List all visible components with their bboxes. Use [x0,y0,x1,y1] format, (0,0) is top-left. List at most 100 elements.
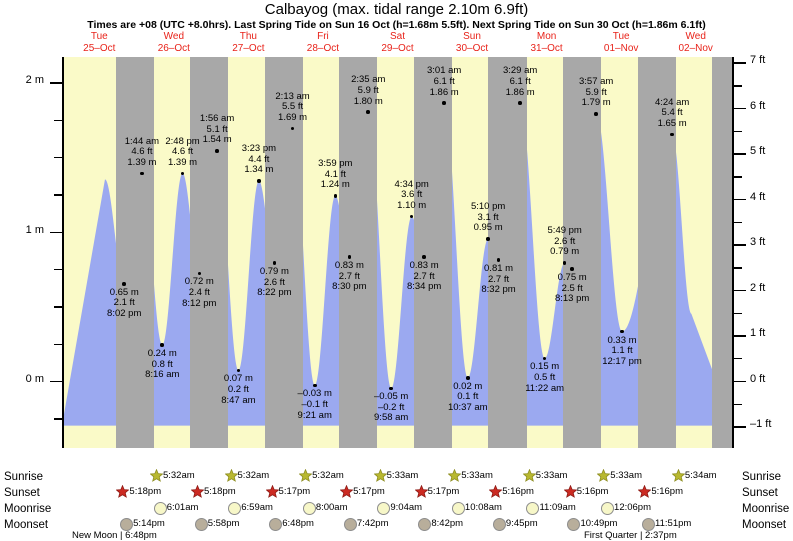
tide-high-annotation: 2:13 am 5.5 ft 1.69 m [247,91,339,124]
sunset-time: 5:16pm [651,486,683,497]
day-date: 25–Oct [83,42,116,54]
tide-high-annotation: 3:57 am 5.9 ft 1.79 m [550,75,642,109]
tide-high-annotation: 1:44 am 4.6 ft 1.39 m [96,136,188,169]
page-title: Calbayog (max. tidal range 2.10m 6.9ft) [264,1,529,18]
sunrise-time: 5:33am [610,470,642,481]
tide-annotation-line: 0.1 ft [457,391,479,403]
sunrise-time: 5:32am [162,470,195,481]
tide-annotation-line: 0.83 m [409,259,439,271]
tide-annotation-line: 4.1 ft [324,168,346,180]
moonset-icon [567,518,581,531]
tide-high-annotation: 4:34 pm 3.6 ft 1.10 m [366,179,458,212]
tide-annotation-line: 1.39 m [127,156,157,168]
tide-annotation-line: 2.7 ft [338,270,360,282]
moonrise-row-label: Moonrise [4,503,52,515]
moonset-time: 5:58pm [207,518,240,529]
moonset-row-label-right: Moonset [742,519,787,531]
y-tick-right [733,153,746,155]
tide-annotation-line: 8:13 pm [554,293,590,305]
tide-annotation-line: 2.1 ft [113,297,135,309]
night-band-3 [264,57,303,448]
tide-annotation-line: 1.69 m [278,112,308,124]
tide-annotation-line: 5.1 ft [206,123,228,135]
tide-annotation-line: 2.6 ft [554,235,576,247]
y-tick-right [733,403,742,405]
y-tick-right [733,62,746,64]
tide-annotation-line: 0.65 m [109,286,139,298]
y-tick-left [54,268,62,271]
y-tick-right [733,426,746,428]
tide-extreme-marker [272,261,277,265]
y-label-left: 2 m [25,74,44,87]
moonrise-time: 10:08am [464,502,502,513]
tide-annotation-line: –0.03 m [297,388,332,400]
tide-extreme-marker [422,255,426,259]
tide-extreme-marker [347,255,352,259]
moonrise-time: 6:59am [241,502,273,513]
tide-extreme-marker [366,110,371,114]
tide-annotation-line: 0.81 m [484,262,514,274]
tide-annotation-line: 6.1 ft [433,76,455,88]
tide-low-annotation: 0.75 m 2.5 ft 8:13 pm [526,272,618,305]
day-date: 02–Nov [678,42,713,54]
tide-annotation-line: 0.79 m [550,246,580,258]
tide-annotation-line: –0.2 ft [377,401,405,413]
night-band-2 [190,57,229,448]
tide-extreme-marker [333,193,338,198]
tide-low-annotation: –0.03 m –0.1 ft 9:21 am [269,389,361,421]
tide-annotation-line: 0.24 m [147,348,177,360]
sunrise-icon [299,469,313,482]
y-tick-left [54,156,62,159]
tide-annotation-line: 2.4 ft [188,286,210,298]
moonrise-time: 8:00am [315,502,348,513]
tide-extreme-marker [312,383,317,388]
y-tick-left [54,306,62,308]
night-band-7 [563,57,602,448]
tide-extreme-marker [442,101,446,106]
y-label-right: 6 ft [750,99,766,112]
y-tick-right [733,130,742,133]
tide-high-annotation: 3:23 pm 4.4 ft 1.34 m [213,143,305,176]
y-tick-left [54,343,62,345]
moonset-time: 5:14pm [133,518,165,529]
sunrise-icon [149,469,163,482]
tide-extreme-marker [180,171,185,176]
day-of-week: Tue [612,31,630,42]
y-label-right: –1 ft [750,418,772,431]
sunrise-time: 5:34am [684,470,717,481]
moonset-time: 7:42pm [356,518,389,529]
moonrise-time: 12:06pm [614,502,652,513]
night-band-1 [115,57,154,448]
tide-annotation-line: 8:32 pm [481,284,516,296]
sunset-time: 5:18pm [203,486,236,497]
y-tick-right [733,221,742,224]
tide-annotation-line: 3:57 am [578,75,614,87]
tide-annotation-line: 2.7 ft [413,270,435,282]
tide-annotation-line: 4.6 ft [131,146,153,158]
sunrise-time: 5:32am [237,470,270,481]
day-of-week: Wed [163,31,185,42]
tide-extreme-marker [496,258,501,262]
tide-low-annotation: 0.33 m 1.1 ft 12:17 pm [576,335,668,368]
y-axis-right [732,57,734,448]
tide-annotation-line: 1.54 m [202,134,232,146]
sunset-row-label-right: Sunset [742,487,778,499]
day-of-week: Sat [389,31,405,42]
tide-extreme-marker [257,179,261,183]
day-header-6: Sun 30–Oct [435,31,510,54]
tide-annotation-line: 5.9 ft [585,86,607,98]
moonrise-time: 6:01am [166,502,199,513]
tide-annotation-line: 3:59 pm [318,157,353,169]
moonset-time: 10:49pm [580,518,618,529]
tide-annotation-line: 1.34 m [244,164,274,176]
y-tick-left [54,194,62,196]
tide-high-annotation: 5:49 pm 2.6 ft 0.79 m [519,226,611,258]
night-band-8 [637,57,676,448]
y-tick-right [733,198,746,201]
tide-annotation-line: 0.83 m [334,259,364,271]
day-date: 01–Nov [603,42,639,54]
y-tick-right [733,312,742,314]
tide-annotation-line: 5.5 ft [282,101,304,113]
tide-plot [62,57,733,448]
sunrise-icon [373,469,387,482]
